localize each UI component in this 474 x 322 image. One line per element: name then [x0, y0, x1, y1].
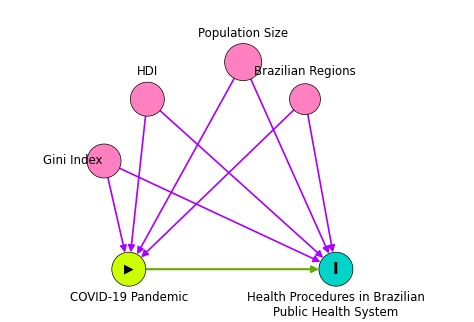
Circle shape	[130, 82, 164, 116]
Text: ▶: ▶	[124, 263, 134, 276]
Circle shape	[87, 144, 121, 178]
Circle shape	[112, 252, 146, 286]
Circle shape	[290, 84, 320, 115]
Text: Population Size: Population Size	[198, 27, 288, 41]
Circle shape	[225, 43, 262, 80]
Text: Gini Index: Gini Index	[43, 155, 102, 167]
Text: I: I	[333, 262, 339, 277]
Text: HDI: HDI	[137, 64, 158, 78]
Circle shape	[319, 252, 353, 286]
Text: Health Procedures in Brazilian
Public Health System: Health Procedures in Brazilian Public He…	[247, 291, 425, 319]
Text: Brazilian Regions: Brazilian Regions	[254, 64, 356, 78]
Text: COVID-19 Pandemic: COVID-19 Pandemic	[70, 291, 188, 304]
